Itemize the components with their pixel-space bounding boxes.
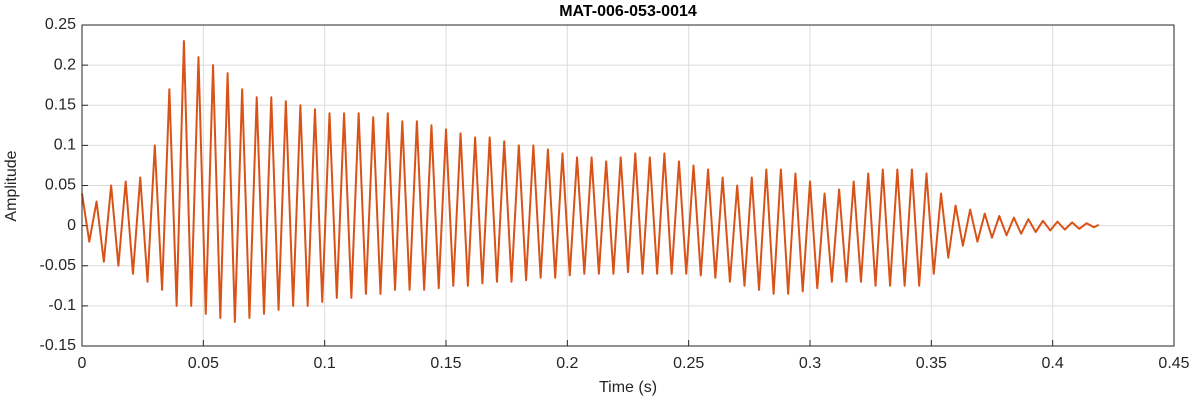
x-tick-label: 0.25 xyxy=(673,355,704,372)
y-tick-label: 0 xyxy=(67,217,76,234)
x-tick-label: 0.05 xyxy=(188,355,219,372)
y-axis-label: Amplitude xyxy=(3,150,20,221)
plot-frame xyxy=(81,24,1175,347)
y-tick-label: 0.25 xyxy=(45,16,76,33)
y-tick-label: -0.1 xyxy=(48,297,76,314)
x-tick-label: 0 xyxy=(78,355,87,372)
chart-title: MAT-006-053-0014 xyxy=(559,3,697,20)
signal-line xyxy=(81,40,1100,323)
x-tick-label: 0.4 xyxy=(1042,355,1064,372)
y-tick-label: 0.1 xyxy=(54,137,76,154)
x-tick-label: 0.3 xyxy=(799,355,821,372)
x-tick-label: 0.15 xyxy=(430,355,461,372)
y-tick-label: 0.2 xyxy=(54,56,76,73)
x-tick-label: 0.1 xyxy=(314,355,336,372)
x-tick-label: 0.2 xyxy=(556,355,578,372)
x-axis-label: Time (s) xyxy=(599,379,657,396)
y-tick-label: -0.15 xyxy=(40,337,77,354)
x-tick-label: 0.35 xyxy=(916,355,947,372)
x-tick-label: 0.45 xyxy=(1158,355,1189,372)
y-tick-label: -0.05 xyxy=(40,257,77,274)
y-tick-label: 0.15 xyxy=(45,96,76,113)
y-tick-label: 0.05 xyxy=(45,177,76,194)
